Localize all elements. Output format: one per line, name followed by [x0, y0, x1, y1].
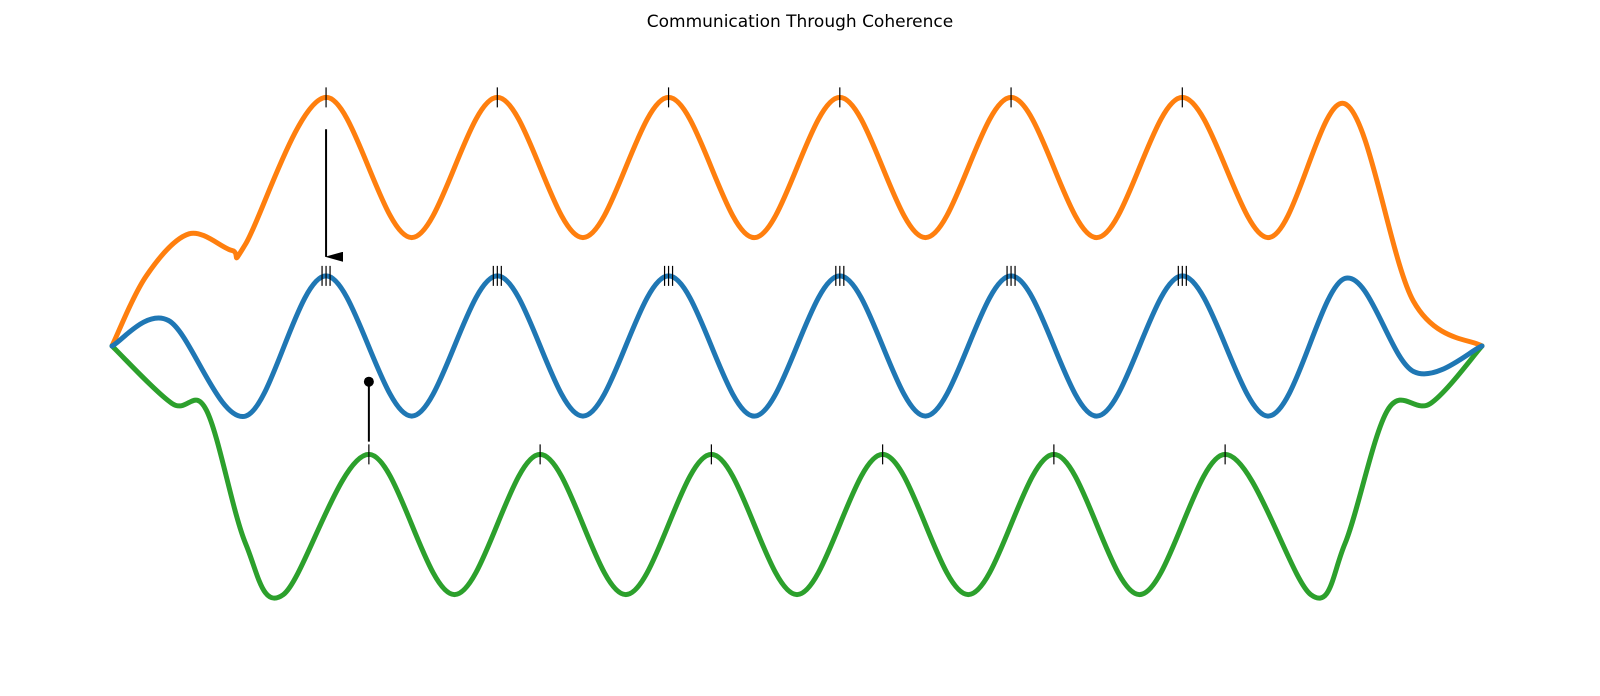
series-line-non-coherent: [109, 343, 1485, 601]
annotation-layer: [325, 129, 374, 442]
peak-marks-layer: [321, 87, 1226, 465]
chart-title: Communication Through Coherence: [646, 12, 954, 32]
blocked-transfer-dot: [363, 376, 374, 387]
series-layer: [109, 94, 1485, 601]
series-line-receiver: [109, 273, 1485, 419]
series-line-sender: [109, 94, 1485, 349]
